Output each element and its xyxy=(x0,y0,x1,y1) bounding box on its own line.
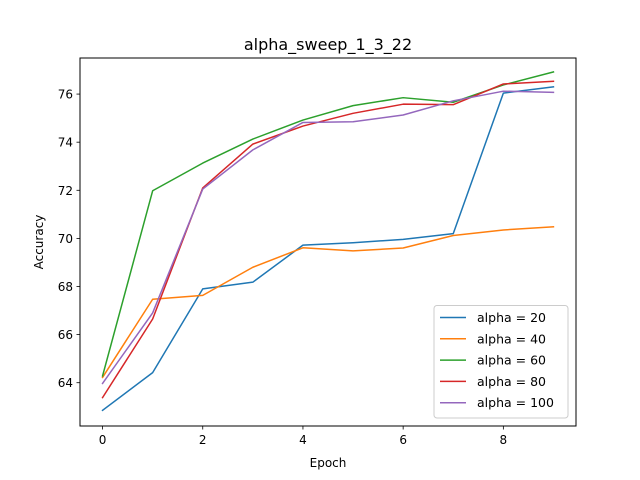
chart-title: alpha_sweep_1_3_22 xyxy=(244,35,412,55)
series-line-alpha-80 xyxy=(101,80,555,399)
axes-frame xyxy=(79,57,577,427)
y-tick-label: 72 xyxy=(58,184,73,198)
legend-label-alpha-20: alpha = 20 xyxy=(477,310,546,325)
x-tick-label: 2 xyxy=(199,433,207,447)
legend-label-alpha-80: alpha = 80 xyxy=(477,374,546,389)
legend-label-alpha-60: alpha = 60 xyxy=(477,353,546,368)
series-layer xyxy=(101,71,555,412)
y-tick-label: 64 xyxy=(58,376,73,390)
x-tick-label: 0 xyxy=(99,433,107,447)
series-line-alpha-20 xyxy=(101,86,555,412)
x-tick-label: 6 xyxy=(399,433,407,447)
x-axis-ticks: 0 2 4 6 8 xyxy=(99,426,507,447)
x-axis-label: Epoch xyxy=(310,456,347,470)
x-tick-label: 4 xyxy=(299,433,307,447)
series-line-alpha-40 xyxy=(101,226,555,379)
legend-box xyxy=(433,305,569,419)
y-tick-label: 68 xyxy=(58,280,73,294)
series-line-alpha-100 xyxy=(101,90,555,385)
legend-label-alpha-100: alpha = 100 xyxy=(477,395,554,410)
y-tick-label: 70 xyxy=(58,232,73,246)
y-tick-label: 74 xyxy=(58,136,73,150)
y-tick-label: 76 xyxy=(58,88,73,102)
legend-label-alpha-40: alpha = 40 xyxy=(477,331,546,346)
y-axis-ticks: 64 66 68 70 72 74 76 xyxy=(58,88,80,390)
x-tick-label: 8 xyxy=(500,433,508,447)
y-axis-label: Accuracy xyxy=(32,215,46,270)
legend: alpha = 20 alpha = 40 alpha = 60 alpha = 80… xyxy=(433,305,569,419)
y-tick-label: 66 xyxy=(58,328,73,342)
